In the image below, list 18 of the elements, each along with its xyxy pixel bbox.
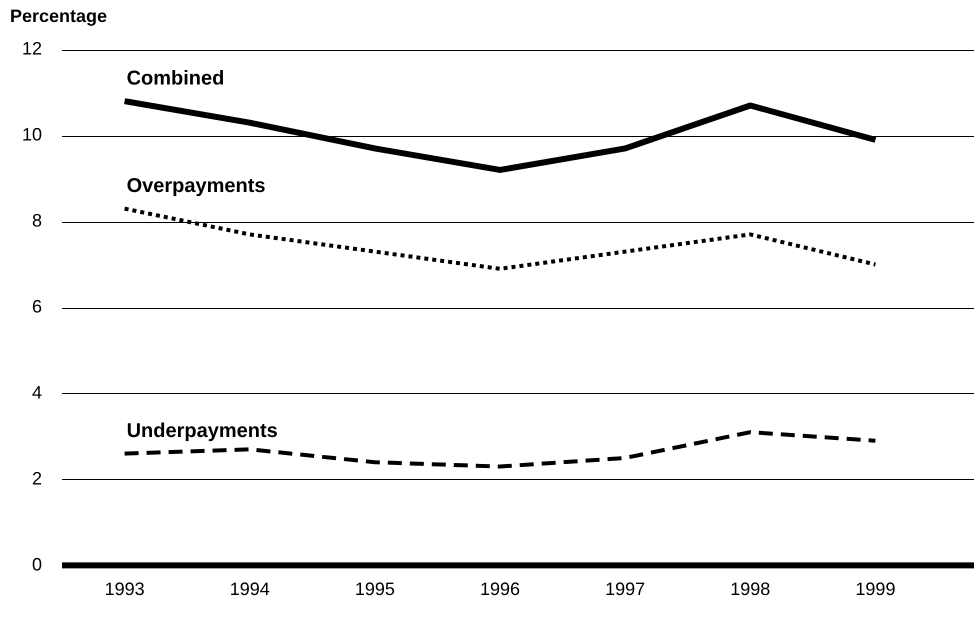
- x-tick-label: 1995: [354, 579, 395, 600]
- x-tick-label: 1994: [230, 579, 270, 600]
- y-tick-label: 0: [32, 554, 42, 574]
- y-axis-title: Percentage: [10, 6, 108, 26]
- y-tick-label: 4: [32, 382, 42, 402]
- y-tick-label: 10: [22, 124, 42, 145]
- series-label: Underpayments: [126, 420, 278, 442]
- y-tick-label: 8: [32, 210, 42, 230]
- y-tick-label: 2: [32, 468, 42, 488]
- y-tick-label: 6: [32, 296, 42, 316]
- x-tick-label: 1997: [605, 579, 646, 600]
- x-tick-label: 1993: [104, 579, 145, 600]
- series-label: Combined: [126, 68, 224, 90]
- x-tick-label: 1996: [480, 579, 520, 600]
- x-tick-label: 1999: [855, 579, 896, 600]
- series-label: Overpayments: [126, 175, 266, 198]
- x-tick-label: 1998: [730, 579, 770, 600]
- y-tick-label: 12: [22, 38, 42, 59]
